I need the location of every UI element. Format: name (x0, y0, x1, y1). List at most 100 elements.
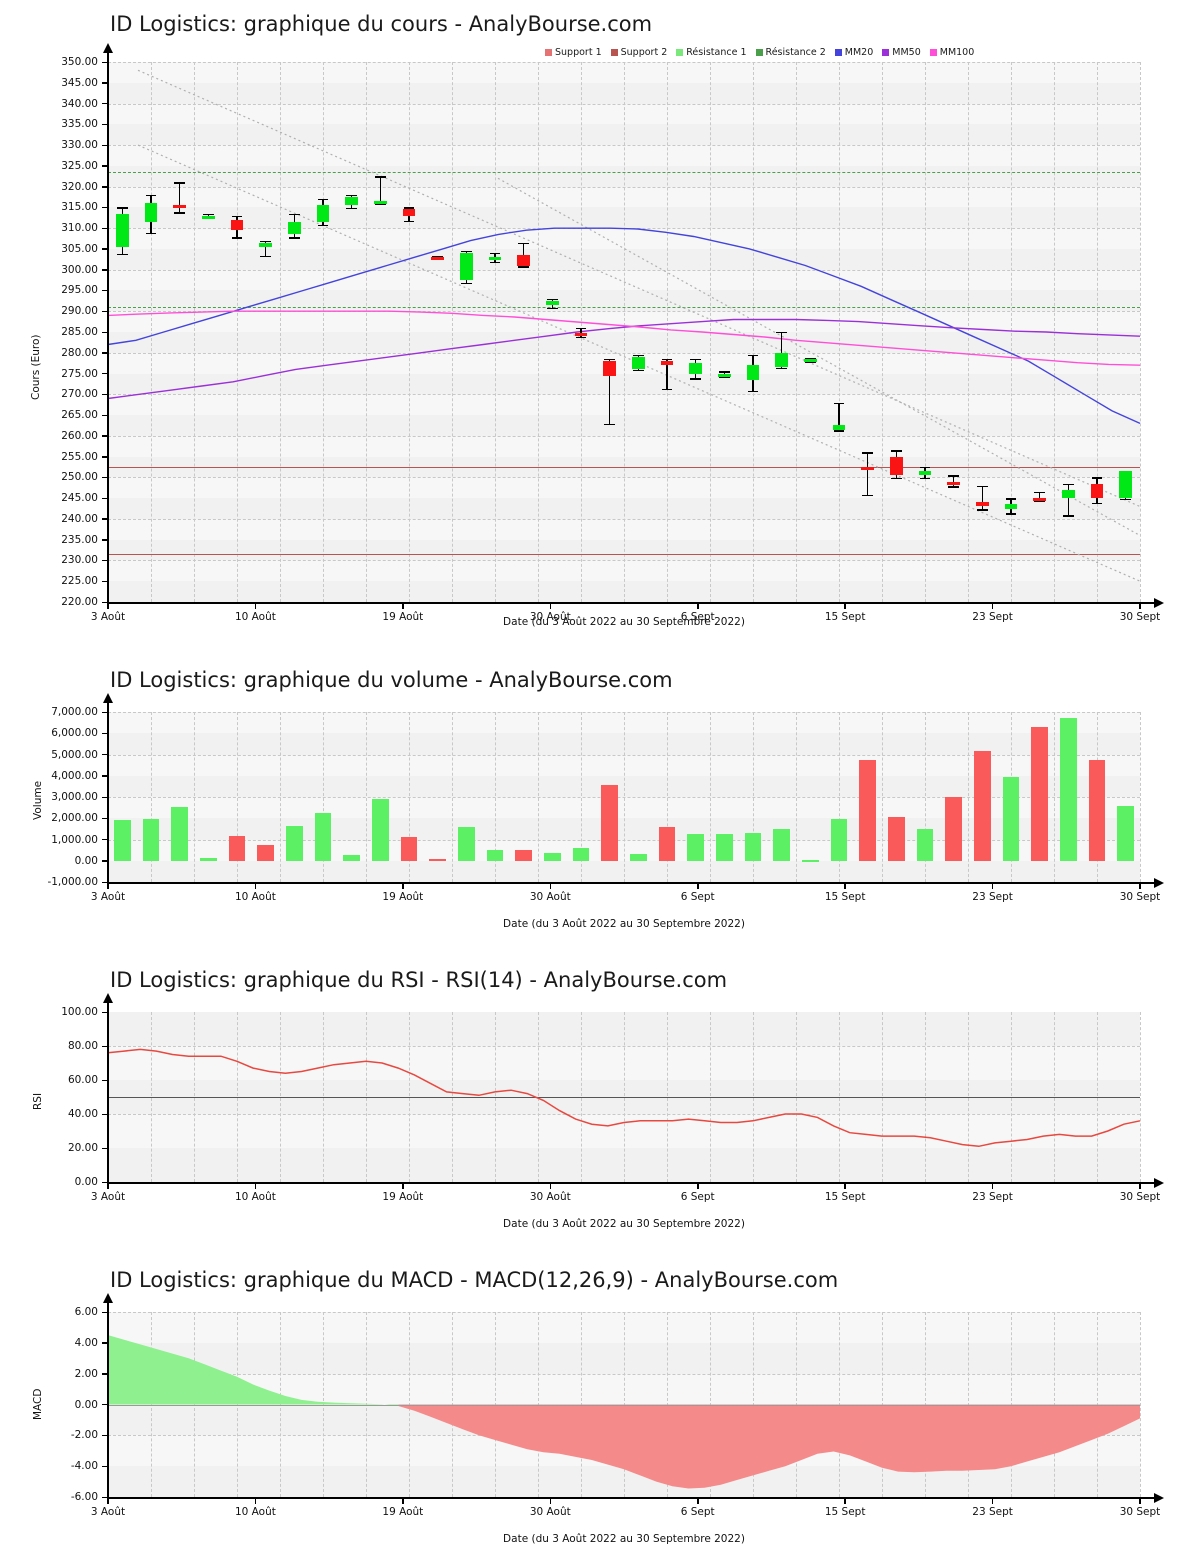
candlestick-body[interactable] (431, 257, 445, 261)
y-tick-label: 240.00 (61, 512, 98, 525)
volume-bar[interactable] (945, 797, 962, 861)
volume-bar[interactable] (372, 799, 389, 861)
candlestick-body[interactable] (517, 255, 531, 266)
candlestick-body[interactable] (144, 203, 158, 222)
x-tick-label: 30 Août (529, 891, 571, 903)
legend-item-mm100[interactable]: MM100 (929, 47, 974, 58)
volume-bar[interactable] (916, 828, 934, 861)
y-axis-line (107, 1002, 109, 1182)
y-axis-line (107, 52, 109, 602)
candlestick-body[interactable] (459, 253, 473, 281)
volume-bar[interactable] (200, 857, 217, 861)
x-tick (991, 1182, 994, 1189)
volume-bar[interactable] (515, 850, 532, 861)
volume-bar[interactable] (601, 785, 618, 861)
volume-bar[interactable] (486, 850, 504, 861)
volume-bar[interactable] (830, 819, 848, 861)
volume-bar[interactable] (171, 806, 188, 861)
legend-item-support-1[interactable]: Support 1 (545, 47, 602, 58)
candlestick-wick (780, 332, 783, 370)
legend-item-mm20[interactable]: MM20 (834, 47, 873, 58)
legend-item-r-sistance-1[interactable]: Résistance 1 (676, 47, 747, 58)
x-tick-label: 10 Août (234, 611, 276, 623)
x-axis-line (107, 602, 1155, 604)
candlestick-body[interactable] (1004, 504, 1018, 509)
candlestick-body[interactable] (287, 221, 301, 235)
candlestick-body[interactable] (316, 205, 330, 222)
candlestick-body[interactable] (345, 197, 359, 206)
volume-bar[interactable] (314, 812, 332, 861)
legend-item-r-sistance-2[interactable]: Résistance 2 (755, 47, 826, 58)
volume-bar[interactable] (802, 859, 819, 862)
candlestick-body[interactable] (1119, 471, 1133, 499)
candlestick-body[interactable] (173, 205, 187, 209)
volume-bar[interactable] (1117, 805, 1134, 861)
volume-bar[interactable] (888, 817, 905, 861)
y-tick-label: 325.00 (61, 159, 98, 172)
volume-bar[interactable] (572, 848, 590, 861)
candlestick-body[interactable] (861, 467, 875, 470)
volume-bar[interactable] (228, 836, 246, 861)
volume-bar[interactable] (974, 751, 991, 861)
volume-bar[interactable] (458, 826, 475, 861)
volume-bar[interactable] (400, 837, 418, 861)
volume-bar[interactable] (1088, 759, 1106, 861)
candlestick-high-cap (174, 182, 186, 184)
candlestick-body[interactable] (689, 363, 703, 374)
candlestick-low-cap (1005, 513, 1017, 515)
y-tick (102, 839, 108, 841)
candlestick-body[interactable] (545, 300, 559, 305)
candlestick-body[interactable] (775, 352, 789, 368)
candlestick-body[interactable] (230, 219, 244, 231)
y-tick (102, 331, 108, 333)
volume-bar[interactable] (744, 833, 762, 861)
candlestick-body[interactable] (660, 361, 674, 366)
volume-bar[interactable] (429, 858, 446, 861)
candlestick-body[interactable] (832, 425, 846, 430)
candlestick-body[interactable] (889, 456, 903, 476)
y-tick-label: 295.00 (61, 284, 98, 297)
volume-bar[interactable] (1002, 776, 1020, 861)
volume-bar[interactable] (142, 819, 160, 861)
y-tick-label: 320.00 (61, 180, 98, 193)
volume-bar[interactable] (544, 853, 561, 861)
volume-bar[interactable] (1031, 726, 1048, 861)
candlestick-body[interactable] (975, 502, 989, 507)
candlestick-body[interactable] (1061, 489, 1075, 499)
volume-bar[interactable] (773, 828, 790, 861)
volume-bar[interactable] (114, 820, 131, 861)
volume-chart-panel: ID Logistics: graphique du volume - Anal… (0, 650, 1200, 950)
candlestick-body[interactable] (402, 209, 416, 216)
y-axis-line (107, 1302, 109, 1497)
candlestick-body[interactable] (717, 373, 731, 377)
candlestick-body[interactable] (631, 356, 645, 370)
candlestick-body[interactable] (746, 365, 760, 380)
volume-bar[interactable] (859, 759, 876, 861)
volume-bar[interactable] (630, 854, 647, 861)
volume-bar[interactable] (716, 834, 733, 861)
candlestick-body[interactable] (115, 213, 129, 247)
candlestick-body[interactable] (373, 201, 387, 205)
candlestick-body[interactable] (574, 332, 588, 336)
candlestick-body[interactable] (201, 215, 215, 219)
volume-bar[interactable] (286, 825, 303, 861)
volume-bar[interactable] (1060, 718, 1077, 861)
candlestick-body[interactable] (1090, 483, 1104, 499)
volume-bar[interactable] (658, 826, 676, 861)
volume-bar[interactable] (343, 855, 360, 861)
grid-line-vertical (151, 62, 152, 602)
candlestick-body[interactable] (603, 361, 617, 376)
candlestick-body[interactable] (1033, 498, 1047, 502)
candlestick-body[interactable] (947, 481, 961, 485)
candlestick-body[interactable] (803, 359, 817, 362)
volume-bar[interactable] (687, 834, 704, 861)
candlestick-body[interactable] (488, 257, 502, 261)
volume-bar[interactable] (257, 844, 274, 861)
candlestick-body[interactable] (259, 242, 273, 247)
candlestick-body[interactable] (918, 471, 932, 476)
y-axis-arrow-icon (103, 993, 113, 1003)
legend-item-mm50[interactable]: MM50 (882, 47, 921, 58)
grid-line-vertical (882, 712, 883, 882)
grid-line-vertical (753, 712, 754, 882)
legend-item-support-2[interactable]: Support 2 (610, 47, 667, 58)
